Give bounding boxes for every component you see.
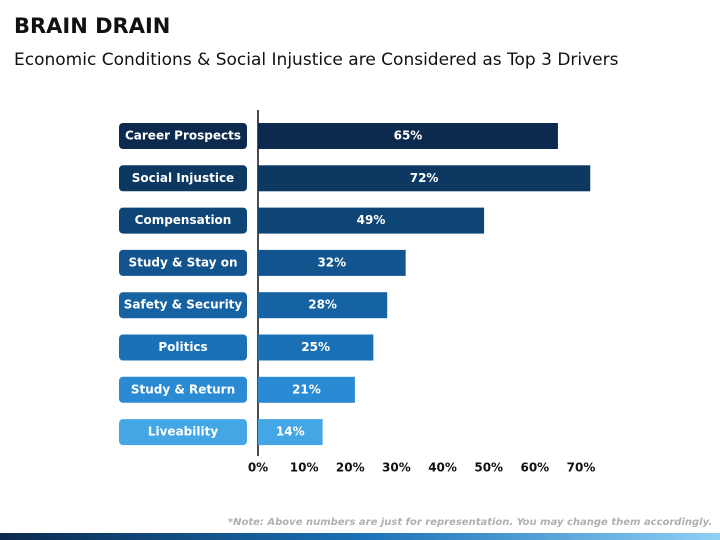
category-box (119, 376, 247, 403)
x-tick-label: 50% (474, 461, 503, 475)
bar-value-label: 25% (301, 340, 330, 354)
bar-value-label: 14% (276, 425, 305, 439)
bar-value-label: 32% (317, 255, 346, 269)
bar (258, 334, 374, 361)
y-tick-label: Study & Return (131, 382, 235, 396)
bar (258, 165, 591, 192)
category-box (119, 123, 247, 149)
category-box (119, 165, 247, 192)
bar-value-label: 28% (308, 298, 337, 312)
bar (258, 419, 323, 446)
x-tick-label: 70% (567, 461, 596, 475)
y-tick-label: Social Injustice (132, 171, 234, 185)
y-tick-label: Career Prospects (125, 129, 241, 143)
bar-value-label: 49% (357, 213, 386, 227)
bar (258, 207, 485, 234)
y-tick-label: Liveability (148, 425, 218, 439)
bar-value-label: 65% (394, 129, 423, 143)
chart-subtitle: Economic Conditions & Social Injustice a… (14, 50, 619, 70)
y-tick-label: Politics (158, 340, 207, 354)
y-tick-label: Compensation (135, 213, 232, 227)
bottom-strip (0, 533, 720, 540)
category-box (119, 419, 247, 446)
chart-title: BRAIN DRAIN (14, 14, 170, 38)
x-tick-label: 30% (382, 461, 411, 475)
category-box (119, 249, 247, 276)
x-tick-label: 10% (290, 461, 319, 475)
bar (258, 376, 355, 403)
bar (258, 292, 388, 319)
x-tick-label: 40% (428, 461, 457, 475)
category-box (119, 292, 247, 319)
category-box (119, 334, 247, 361)
bar-value-label: 21% (292, 382, 321, 396)
y-tick-label: Study & Stay on (128, 255, 237, 269)
y-tick-label: Safety & Security (124, 298, 243, 312)
bar (258, 123, 558, 149)
category-box (119, 207, 247, 234)
x-tick-label: 0% (248, 461, 268, 475)
footnote: *Note: Above numbers are just for repres… (228, 517, 712, 528)
x-tick-label: 60% (520, 461, 549, 475)
bar (258, 249, 406, 276)
x-tick-label: 20% (336, 461, 365, 475)
bar-value-label: 72% (410, 171, 439, 185)
